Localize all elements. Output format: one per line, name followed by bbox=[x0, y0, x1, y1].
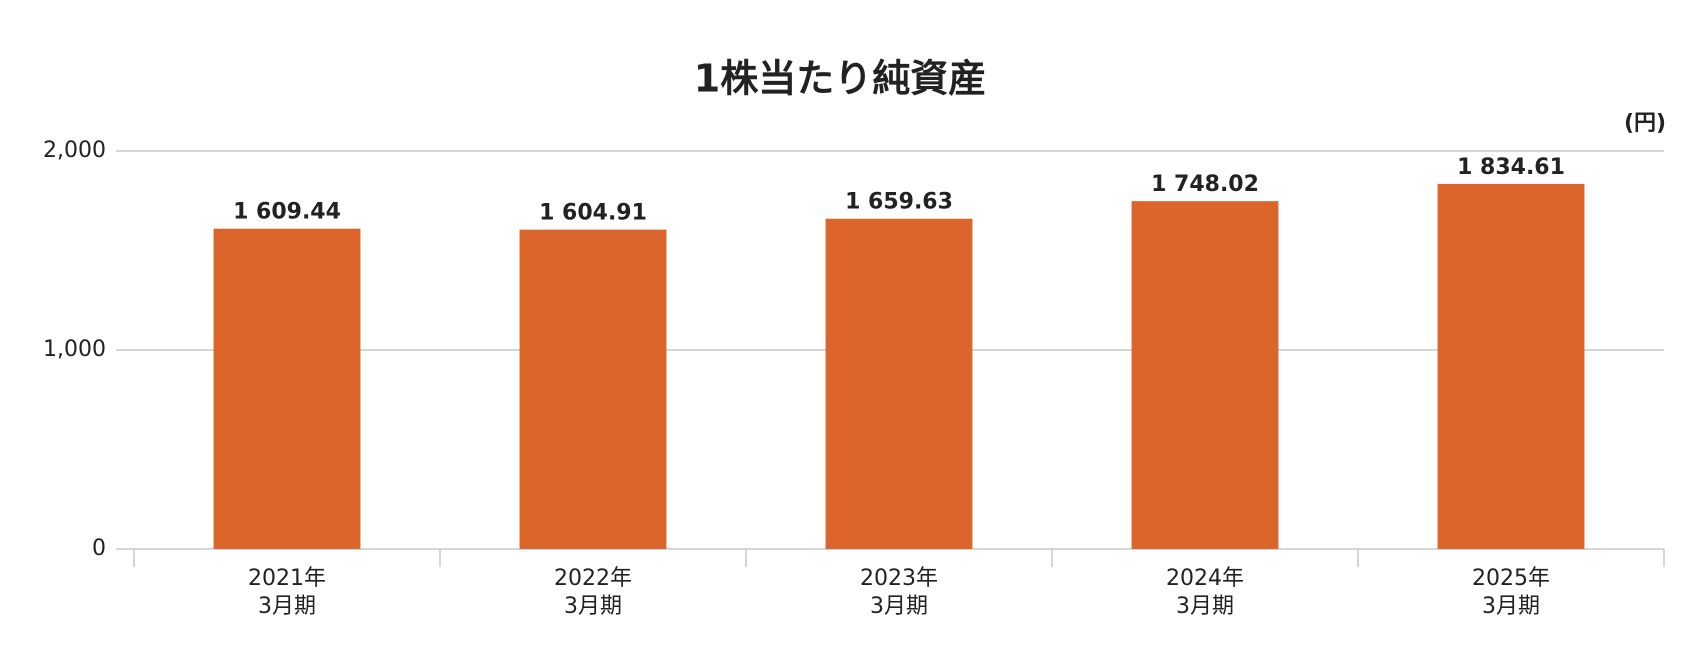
chart-title: 1株当たり純資産 bbox=[694, 57, 986, 101]
x-tick-label: 2023年 3月期 bbox=[860, 566, 938, 619]
y-tick-label: 2,000 bbox=[43, 138, 106, 163]
bar bbox=[1131, 201, 1279, 549]
x-tick-label: 2024年 3月期 bbox=[1166, 566, 1244, 619]
value-label: 1 609.44 bbox=[233, 200, 341, 225]
unit-label: (円) bbox=[1624, 111, 1666, 136]
bar bbox=[1437, 183, 1585, 550]
x-tick-label: 2022年 3月期 bbox=[554, 566, 632, 619]
y-tick-label: 1,000 bbox=[43, 337, 106, 362]
x-tick-label: 2025年 3月期 bbox=[1472, 566, 1550, 619]
value-label: 1 659.63 bbox=[845, 190, 953, 215]
x-tick-label: 2021年 3月期 bbox=[248, 566, 326, 619]
value-label: 1 834.61 bbox=[1457, 155, 1565, 180]
y-tick-label: 0 bbox=[92, 536, 106, 561]
bar bbox=[213, 228, 361, 549]
value-label: 1 748.02 bbox=[1151, 172, 1259, 197]
value-label: 1 604.91 bbox=[539, 201, 647, 226]
bar bbox=[825, 218, 973, 549]
bar bbox=[519, 229, 667, 549]
